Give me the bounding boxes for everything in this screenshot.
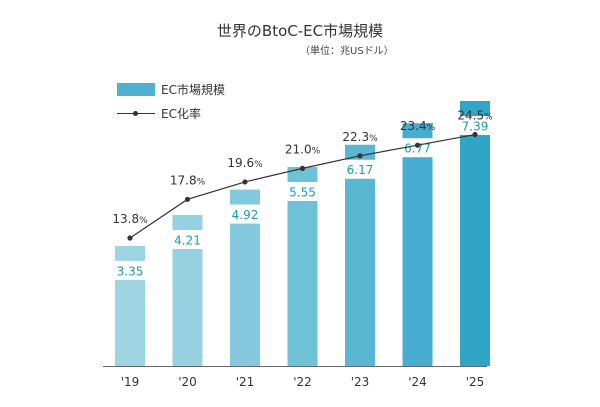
legend-bar-swatch [117,82,155,96]
x-tick-label-6: '25 [466,375,485,389]
bar-value-label-0: 3.35 [117,264,144,278]
bar-value-label-4: 6.17 [347,163,374,177]
x-tick-label-2: '21 [236,375,255,389]
bar-value-box-2 [230,204,260,224]
legend-item-line: EC化率 [117,104,225,122]
ec-rate-label-5: 23.4% [400,119,436,133]
ec-rate-point-3 [299,165,306,171]
ec-rate-point-6 [472,131,478,138]
bar-value-box-4 [345,159,375,179]
bar-value-box-6 [460,116,490,135]
bar-5 [402,123,433,366]
x-tick-label-1: '20 [178,375,197,389]
ec-rate-label-1: 17.8% [170,173,206,187]
ec-rate-point-5 [414,142,421,148]
bar-value-box-1 [172,230,203,250]
bar-value-box-0 [115,260,145,280]
ec-rate-point-2 [242,179,248,185]
x-tick-label-0: '19 [121,375,140,389]
ec-rate-label-0: 13.8% [112,212,148,226]
ec-rate-label-6: 24.5% [457,109,493,123]
ec-rate-point-0 [127,235,133,241]
x-tick-label-4: '23 [351,375,370,389]
chart-title: 世界のBtoC-EC市場規模 [216,22,384,40]
legend-line-label: EC化率 [161,106,201,121]
chart-legend: EC市場規模 EC化率 [117,80,225,128]
x-tick-label-5: '24 [408,375,427,389]
legend-bar-label: EC市場規模 [161,82,225,97]
bar-value-label-1: 4.21 [174,234,201,248]
bar-value-label-5: 6.77 [404,142,431,156]
ec-rate-label-4: 22.3% [342,130,378,144]
legend-item-bar: EC市場規模 [117,80,225,98]
ec-rate-label-2: 19.6% [227,156,263,170]
chart-unit: （単位：兆USドル） [300,46,394,57]
x-tick-label-3: '22 [293,375,312,389]
legend-line-swatch [117,107,155,120]
ec-rate-point-4 [357,153,363,159]
bar-value-label-2: 4.92 [232,208,259,222]
bar-6 [460,101,490,366]
bar-value-label-6: 7.39 [462,120,489,134]
ec-rate-point-1 [184,196,191,202]
bar-value-label-3: 5.55 [289,185,316,199]
bar-value-box-3 [287,181,318,201]
bar-4 [345,144,375,366]
ec-rate-label-3: 21.0% [285,142,321,156]
